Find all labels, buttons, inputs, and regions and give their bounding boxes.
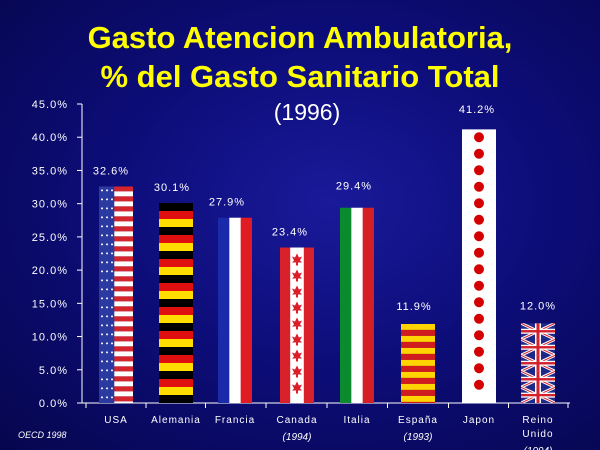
bar-francia xyxy=(218,217,252,403)
bar-españa xyxy=(401,323,435,403)
x-tick-label: Unido xyxy=(522,429,553,440)
bar-italia xyxy=(340,207,374,403)
x-tick-label: Italia xyxy=(343,415,370,426)
x-tick-note: (1994) xyxy=(283,432,312,443)
x-tick-label: Canada xyxy=(276,415,317,426)
data-label: 11.9% xyxy=(396,301,431,313)
y-tick-label: 5.0% xyxy=(39,365,68,377)
y-tick-label: 0.0% xyxy=(39,398,68,410)
bar-japon xyxy=(462,129,496,403)
chart-title-line1: Gasto Atencion Ambulatoria, xyxy=(87,20,513,55)
source-note: OECD 1998 xyxy=(18,430,67,440)
data-label: 23.4% xyxy=(272,227,308,239)
x-tick-label: Francia xyxy=(215,415,255,426)
chart-bars xyxy=(99,129,555,403)
y-tick-label: 45.0% xyxy=(32,99,68,111)
bar-alemania xyxy=(159,203,193,403)
data-label: 12.0% xyxy=(520,300,556,312)
x-tick-label: Japon xyxy=(463,415,495,426)
chart-title: Gasto Atencion Ambulatoria, % del Gasto … xyxy=(0,18,600,96)
y-tick-label: 35.0% xyxy=(32,165,68,177)
x-tick-label: España xyxy=(398,415,438,426)
x-tick-label: Alemania xyxy=(151,415,201,426)
x-tick-label: Reino xyxy=(522,415,553,426)
x-tick-note: (1994) xyxy=(524,446,553,450)
data-label: 41.2% xyxy=(459,104,495,116)
y-tick-label: 30.0% xyxy=(32,199,68,211)
bar-usa xyxy=(99,186,133,403)
data-label: 27.9% xyxy=(209,197,245,209)
y-tick-label: 10.0% xyxy=(32,332,68,344)
y-tick-label: 40.0% xyxy=(32,132,68,144)
data-label: 29.4% xyxy=(336,181,372,193)
chart-subtitle: (1996) xyxy=(273,99,341,125)
y-tick-label: 25.0% xyxy=(32,232,68,244)
chart-labels: 32.6% USA 30.1% Alemania 27.9% Francia 23.4% Ca… xyxy=(93,104,556,450)
chart-title-line2: % del Gasto Sanitario Total xyxy=(100,59,500,94)
data-label: 30.1% xyxy=(154,182,190,194)
y-tick-label: 15.0% xyxy=(32,298,68,310)
data-label: 32.6% xyxy=(93,165,129,177)
x-tick-label: USA xyxy=(104,415,128,426)
bar-reino-unido xyxy=(521,323,555,403)
bar-canada xyxy=(280,247,314,403)
y-tick-label: 20.0% xyxy=(32,265,68,277)
x-tick-note: (1993) xyxy=(404,432,433,443)
